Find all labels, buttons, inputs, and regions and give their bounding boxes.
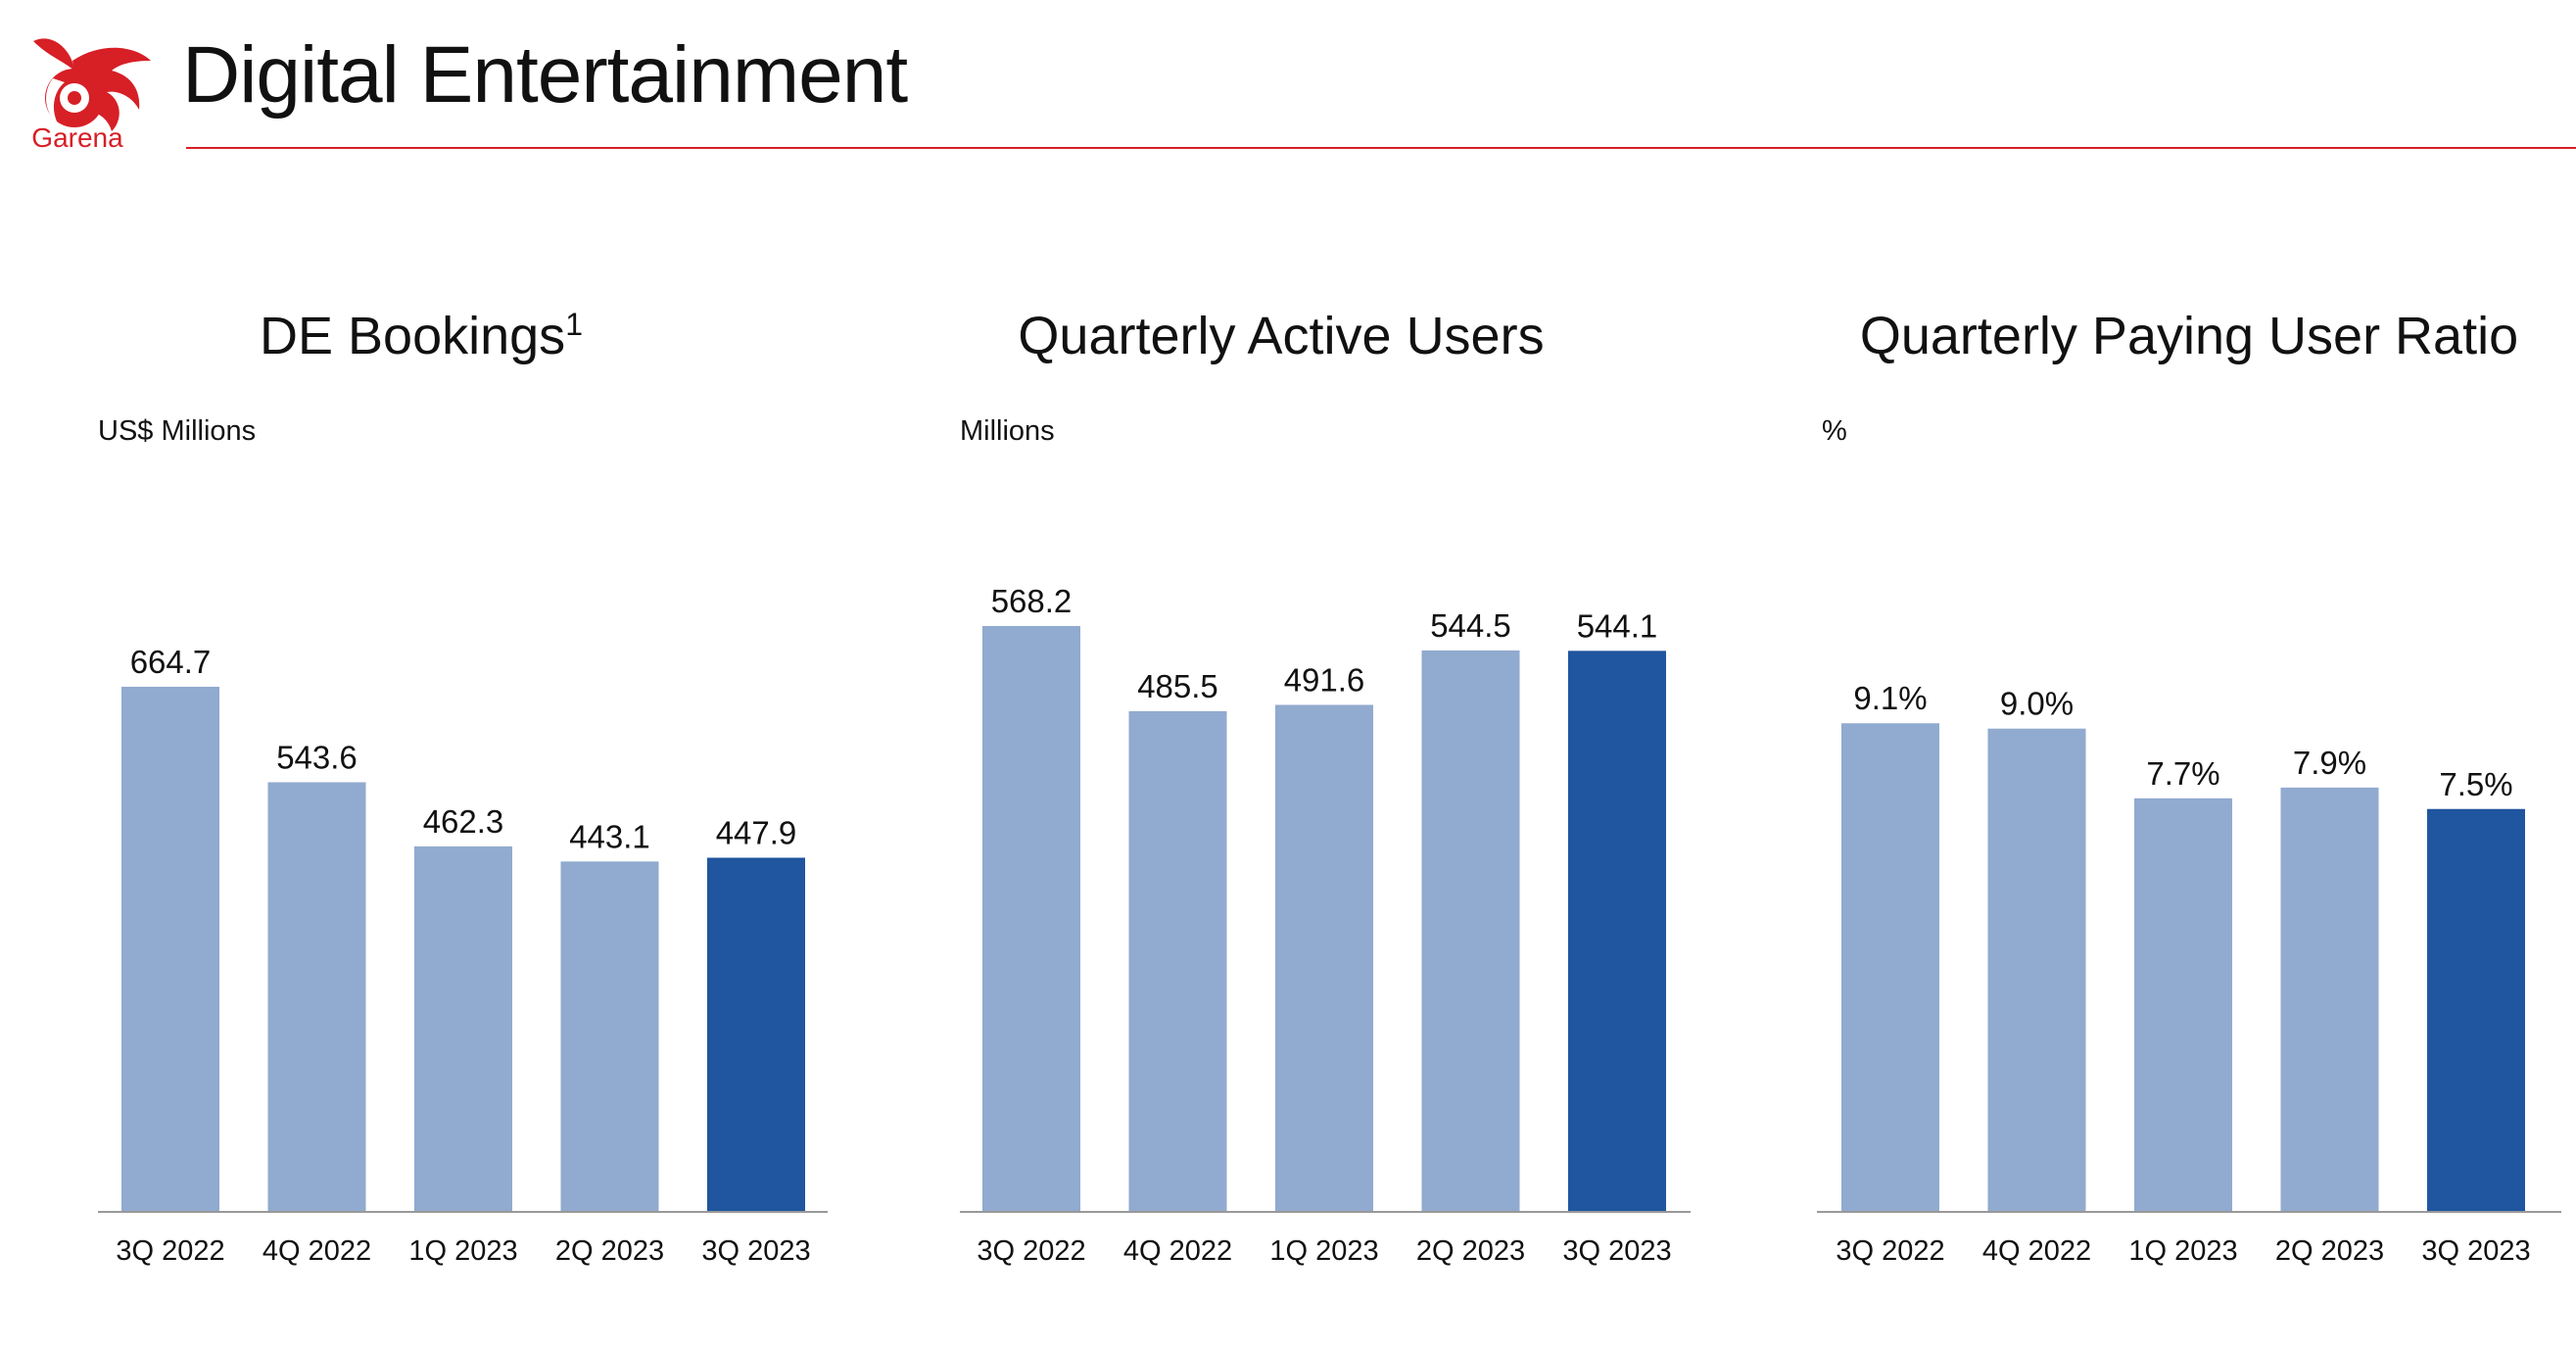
chart-panel-de-bookings: DE Bookings1 US$ Millions 664.7 3Q 2022 54… [39,294,882,1313]
bar [982,625,1080,1211]
bar [1275,704,1373,1211]
unit-label: US$ Millions [98,415,257,447]
bar [1421,650,1520,1211]
data-label: 9.1% [1853,680,1927,716]
data-label: 664.7 [130,644,212,680]
bar [1128,710,1227,1211]
x-tick-label: 3Q 2022 [1836,1235,1944,1267]
bar [267,782,366,1211]
data-label: 7.7% [2146,755,2219,792]
data-label: 543.6 [276,739,358,775]
bar [2427,808,2525,1211]
x-tick-label: 4Q 2022 [1123,1235,1232,1267]
bar [2280,787,2379,1211]
x-tick-label: 2Q 2023 [1416,1235,1525,1267]
data-label: 485.5 [1137,668,1218,704]
x-tick-label: 2Q 2023 [2275,1235,2384,1267]
chart-title: DE Bookings1 [0,306,842,366]
data-label: 9.0% [2000,686,2074,722]
data-label: 443.1 [569,818,650,854]
data-label: 568.2 [991,583,1073,619]
chart-panel-paying-user-ratio: Quarterly Paying User Ratio % 9.1% 3Q 202… [1758,294,2576,1313]
garena-dragon-logo-icon [33,38,151,132]
x-tick-label: 1Q 2023 [1269,1235,1378,1267]
data-label: 447.9 [716,814,797,850]
x-tick-label: 4Q 2022 [262,1235,371,1267]
data-label: 544.1 [1577,607,1658,644]
x-tick-label: 3Q 2023 [1562,1235,1671,1267]
data-label: 544.5 [1430,607,1511,644]
bar-chart: 568.2 3Q 2022 485.5 4Q 2022 491.6 1Q 2023 544.… [960,583,1691,1267]
x-tick-label: 3Q 2023 [2421,1235,2530,1267]
data-label: 462.3 [423,803,504,840]
x-tick-label: 3Q 2022 [116,1235,224,1267]
bar [560,861,659,1211]
bar [2134,797,2232,1211]
x-tick-label: 2Q 2023 [555,1235,664,1267]
x-tick-label: 1Q 2023 [408,1235,517,1267]
bar [1841,723,1939,1211]
bar [1568,651,1666,1211]
x-tick-label: 3Q 2022 [977,1235,1085,1267]
logo-wordmark: Garena [31,122,123,153]
bar [414,845,512,1211]
data-label: 491.6 [1284,661,1365,698]
page-header: Garena Digital Entertainment [0,0,2576,157]
data-label: 7.9% [2293,745,2366,781]
bar [707,857,805,1211]
bar [121,686,219,1211]
bar-chart: 9.1% 3Q 2022 9.0% 4Q 2022 7.7% 1Q 2023 7.9% 2Q … [1817,680,2561,1267]
bar-chart: 664.7 3Q 2022 543.6 4Q 2022 462.3 1Q 2023 443.… [98,644,828,1267]
data-label: 7.5% [2439,766,2512,802]
chart-title: Quarterly Paying User Ratio [1859,307,2519,365]
unit-label: Millions [960,415,1055,447]
x-tick-label: 4Q 2022 [1982,1235,2091,1267]
page-title: Digital Entertainment [182,30,908,120]
footnote-marker: 1 [565,307,583,342]
x-tick-label: 3Q 2023 [701,1235,810,1267]
chart-panel-quarterly-active-users: Quarterly Active Users Millions 568.2 3Q … [899,294,1741,1313]
bar [1987,728,2086,1211]
x-tick-label: 1Q 2023 [2128,1235,2237,1267]
title-divider [186,147,2576,149]
chart-title-text: DE Bookings [260,307,566,365]
chart-title: Quarterly Active Users [1018,307,1545,365]
unit-label: % [1822,415,1847,447]
